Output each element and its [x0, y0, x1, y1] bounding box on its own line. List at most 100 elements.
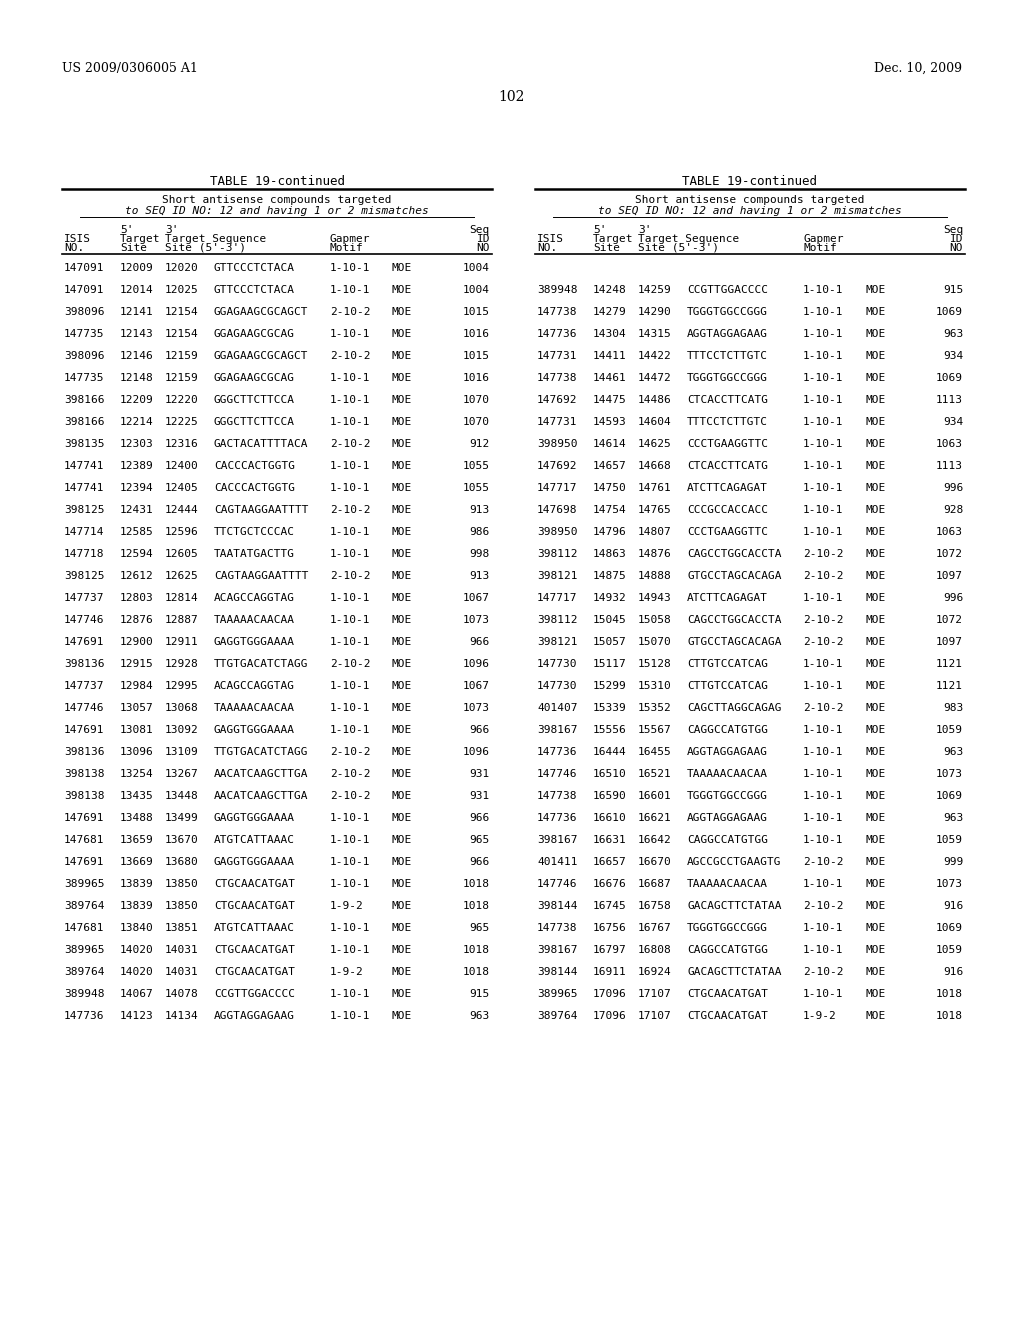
Text: GTTCCCTCTACA: GTTCCCTCTACA — [214, 285, 295, 294]
Text: Site (5'-3'): Site (5'-3') — [638, 243, 719, 253]
Text: TAAAAACAACAA: TAAAAACAACAA — [687, 879, 768, 888]
Text: 1018: 1018 — [463, 902, 490, 911]
Text: 2-10-2: 2-10-2 — [803, 549, 844, 558]
Text: 1-10-1: 1-10-1 — [803, 879, 844, 888]
Text: 14668: 14668 — [638, 461, 672, 471]
Text: GACAGCTTCTATAA: GACAGCTTCTATAA — [687, 968, 781, 977]
Text: 398144: 398144 — [537, 968, 578, 977]
Text: CTGCAACATGAT: CTGCAACATGAT — [214, 879, 295, 888]
Text: 1-10-1: 1-10-1 — [803, 527, 844, 537]
Text: 1-10-1: 1-10-1 — [330, 1011, 371, 1020]
Text: 15070: 15070 — [638, 638, 672, 647]
Text: 14461: 14461 — [593, 374, 627, 383]
Text: AACATCAAGCTTGA: AACATCAAGCTTGA — [214, 791, 308, 801]
Text: MOE: MOE — [865, 506, 886, 515]
Text: Seq: Seq — [943, 224, 963, 235]
Text: CCCTGAAGGTTC: CCCTGAAGGTTC — [687, 527, 768, 537]
Text: 147736: 147736 — [537, 747, 578, 756]
Text: 13851: 13851 — [165, 923, 199, 933]
Text: 15057: 15057 — [593, 638, 627, 647]
Text: 147737: 147737 — [63, 593, 104, 603]
Text: 16687: 16687 — [638, 879, 672, 888]
Text: CCGTTGGACCCC: CCGTTGGACCCC — [214, 989, 295, 999]
Text: MOE: MOE — [392, 572, 413, 581]
Text: TAAAAACAACAA: TAAAAACAACAA — [214, 615, 295, 624]
Text: TGGGTGGCCGGG: TGGGTGGCCGGG — [687, 374, 768, 383]
Text: 965: 965 — [470, 923, 490, 933]
Text: 389948: 389948 — [63, 989, 104, 999]
Text: 12141: 12141 — [120, 308, 154, 317]
Text: 147736: 147736 — [537, 329, 578, 339]
Text: MOE: MOE — [865, 747, 886, 756]
Text: MOE: MOE — [392, 351, 413, 360]
Text: 398121: 398121 — [537, 638, 578, 647]
Text: NO.: NO. — [537, 243, 557, 253]
Text: MOE: MOE — [865, 593, 886, 603]
Text: Site (5'-3'): Site (5'-3') — [165, 243, 246, 253]
Text: 1-10-1: 1-10-1 — [330, 593, 371, 603]
Text: MOE: MOE — [865, 813, 886, 822]
Text: 12400: 12400 — [165, 461, 199, 471]
Text: MOE: MOE — [865, 329, 886, 339]
Text: MOE: MOE — [865, 417, 886, 426]
Text: MOE: MOE — [392, 770, 413, 779]
Text: 1-10-1: 1-10-1 — [803, 285, 844, 294]
Text: 1096: 1096 — [463, 747, 490, 756]
Text: 963: 963 — [470, 1011, 490, 1020]
Text: 16642: 16642 — [638, 836, 672, 845]
Text: 1-10-1: 1-10-1 — [330, 813, 371, 822]
Text: MOE: MOE — [392, 704, 413, 713]
Text: 1073: 1073 — [936, 879, 963, 888]
Text: 1-10-1: 1-10-1 — [330, 285, 371, 294]
Text: 389965: 389965 — [63, 945, 104, 954]
Text: 1-10-1: 1-10-1 — [803, 989, 844, 999]
Text: CAGCTTAGGCAGAG: CAGCTTAGGCAGAG — [687, 704, 781, 713]
Text: MOE: MOE — [865, 902, 886, 911]
Text: 15556: 15556 — [593, 725, 627, 735]
Text: 398167: 398167 — [537, 725, 578, 735]
Text: 1-10-1: 1-10-1 — [803, 791, 844, 801]
Text: 147746: 147746 — [537, 879, 578, 888]
Text: TTTCCTCTTGTC: TTTCCTCTTGTC — [687, 417, 768, 426]
Text: 147717: 147717 — [537, 483, 578, 492]
Text: MOE: MOE — [865, 770, 886, 779]
Text: 14765: 14765 — [638, 506, 672, 515]
Text: 1096: 1096 — [463, 659, 490, 669]
Text: 14067: 14067 — [120, 989, 154, 999]
Text: MOE: MOE — [865, 945, 886, 954]
Text: 928: 928 — [943, 506, 963, 515]
Text: MOE: MOE — [392, 923, 413, 933]
Text: 1059: 1059 — [936, 836, 963, 845]
Text: 2-10-2: 2-10-2 — [330, 440, 371, 449]
Text: 1-10-1: 1-10-1 — [803, 395, 844, 405]
Text: 13254: 13254 — [120, 770, 154, 779]
Text: 12025: 12025 — [165, 285, 199, 294]
Text: 14020: 14020 — [120, 945, 154, 954]
Text: 13659: 13659 — [120, 836, 154, 845]
Text: 1-10-1: 1-10-1 — [803, 417, 844, 426]
Text: 1063: 1063 — [936, 527, 963, 537]
Text: AGCCGCCTGAAGTG: AGCCGCCTGAAGTG — [687, 857, 781, 867]
Text: 147738: 147738 — [537, 308, 578, 317]
Text: 147691: 147691 — [63, 857, 104, 867]
Text: 398121: 398121 — [537, 572, 578, 581]
Text: 12405: 12405 — [165, 483, 199, 492]
Text: 1-10-1: 1-10-1 — [803, 813, 844, 822]
Text: 1-10-1: 1-10-1 — [803, 659, 844, 669]
Text: MOE: MOE — [865, 285, 886, 294]
Text: 912: 912 — [470, 440, 490, 449]
Text: GGAGAAGCGCAGCT: GGAGAAGCGCAGCT — [214, 351, 308, 360]
Text: 389965: 389965 — [63, 879, 104, 888]
Text: ACAGCCAGGTAG: ACAGCCAGGTAG — [214, 681, 295, 690]
Text: TGGGTGGCCGGG: TGGGTGGCCGGG — [687, 791, 768, 801]
Text: MOE: MOE — [865, 681, 886, 690]
Text: CAGCCTGGCACCTA: CAGCCTGGCACCTA — [687, 549, 781, 558]
Text: 12154: 12154 — [165, 308, 199, 317]
Text: AGGTAGGAGAAG: AGGTAGGAGAAG — [687, 813, 768, 822]
Text: MOE: MOE — [392, 461, 413, 471]
Text: TTGTGACATCTAGG: TTGTGACATCTAGG — [214, 747, 308, 756]
Text: 966: 966 — [470, 857, 490, 867]
Text: MOE: MOE — [865, 374, 886, 383]
Text: 1-9-2: 1-9-2 — [330, 968, 364, 977]
Text: 16455: 16455 — [638, 747, 672, 756]
